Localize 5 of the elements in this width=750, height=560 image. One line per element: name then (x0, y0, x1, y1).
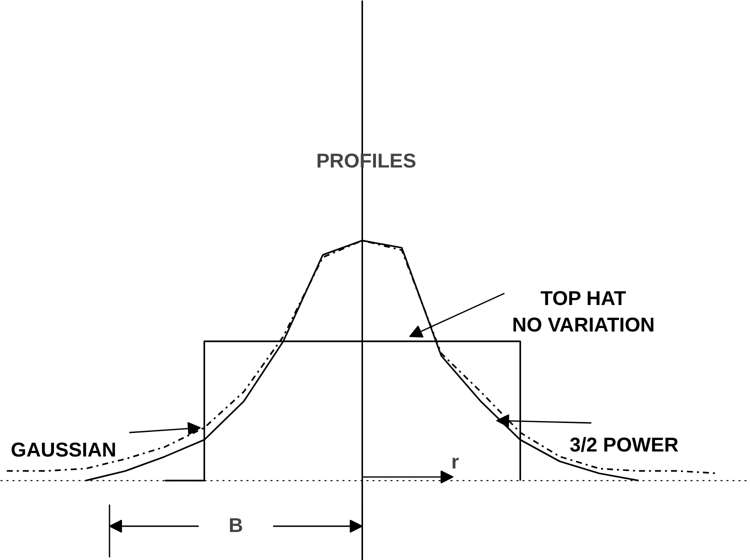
text: B (228, 515, 244, 538)
annotation: r (451, 451, 460, 474)
series-label: GAUSSIAN (10, 439, 116, 462)
series-label: TOP HAT NO VARIATION (512, 288, 655, 337)
series-label: 3/2 POWER (570, 434, 680, 457)
